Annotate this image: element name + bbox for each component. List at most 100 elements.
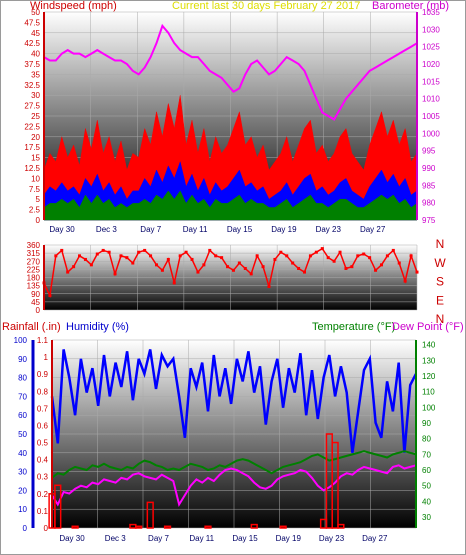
- wind-direction-point: [231, 268, 235, 272]
- rainfall-bar: [204, 525, 212, 529]
- wind-direction-point: [243, 266, 247, 270]
- rain-tick-label: 0: [44, 524, 49, 533]
- compass-label: S: [436, 275, 444, 289]
- dewpoint-series: [51, 464, 417, 508]
- wind-direction-point: [119, 254, 123, 258]
- panel3-x-axis: Day 30 Dec 3 Day 7 Day 11 Day 15 Day 19 Day 23…: [59, 534, 388, 543]
- humidity-tick-label: 30: [18, 468, 27, 477]
- temp-tick-label: 40: [422, 497, 431, 506]
- left-tick-label: 45: [31, 29, 40, 38]
- right-tick-label: 1000: [422, 129, 440, 138]
- left-tick-label: 32.5: [24, 81, 40, 90]
- left-tick-label: 10: [31, 174, 40, 183]
- wind-direction-point: [89, 263, 93, 267]
- right-tick-label: 990: [422, 164, 436, 173]
- rain-tick-label: 0.4: [37, 456, 49, 465]
- wind-direction-point: [220, 256, 224, 260]
- left-tick-label: 30: [31, 91, 40, 100]
- rainfall-axis-title: Rainfall (.in): [2, 321, 61, 333]
- x-tick-label: Day 27: [362, 534, 388, 543]
- wind-direction-point: [385, 254, 389, 258]
- wind-direction-point: [154, 263, 158, 267]
- rainfall-bar: [163, 525, 172, 529]
- temp-tick-label: 30: [422, 513, 431, 522]
- wind-direction-point: [314, 250, 318, 254]
- right-tick-label: 1020: [422, 60, 440, 69]
- wind-direction-point: [72, 265, 76, 269]
- barometer-axis-title: Barometer (mb): [372, 0, 449, 12]
- panel3-temp-axis: 30 40 50 60 70 80 90 100 110 120 130 140: [415, 340, 436, 528]
- x-tick-label: Day 7: [148, 534, 169, 543]
- wind-direction-point: [255, 254, 259, 258]
- humidity-tick-label: 80: [18, 374, 27, 383]
- compass-label: N: [436, 312, 445, 326]
- rain-tick-label: 0.7: [37, 404, 49, 413]
- wind-direction-point: [297, 266, 301, 270]
- wind-direction-point: [125, 256, 129, 260]
- wind-direction-point: [273, 257, 277, 261]
- right-tick-label: 980: [422, 199, 436, 208]
- temp-tick-label: 50: [422, 482, 431, 491]
- wind-direction-point: [368, 256, 372, 260]
- temp-tick-label: 60: [422, 466, 431, 475]
- right-tick-label: 1005: [422, 112, 440, 121]
- humidity-axis-title: Humidity (%): [66, 321, 129, 333]
- x-tick-label: Day 15: [232, 534, 258, 543]
- wind-direction-point: [409, 254, 413, 258]
- humidity-tick-label: 0: [23, 524, 28, 533]
- compass-label: N: [436, 237, 445, 251]
- wind-direction-point: [78, 254, 82, 258]
- rainfall-bar: [250, 523, 258, 529]
- rainfall-bar: [54, 484, 62, 529]
- x-tick-label: Day 11: [183, 225, 208, 234]
- left-tick-label: 50: [31, 8, 40, 17]
- humidity-tick-label: 20: [18, 486, 27, 495]
- wind-direction-point: [95, 252, 99, 256]
- humidity-tick-label: 100: [14, 336, 28, 345]
- direction-tick-label: 225: [27, 265, 41, 274]
- x-tick-label: Day 23: [319, 534, 345, 543]
- wind-direction-point: [101, 248, 105, 252]
- temp-tick-label: 120: [422, 372, 436, 381]
- direction-tick-label: 360: [27, 241, 41, 250]
- wind-direction-point: [160, 268, 164, 272]
- right-tick-label: 985: [422, 181, 436, 190]
- wind-direction-point: [208, 248, 212, 252]
- humidity-tick-label: 40: [18, 449, 27, 458]
- compass-label: W: [434, 256, 446, 270]
- humidity-series: [50, 349, 418, 453]
- direction-tick-label: 315: [27, 249, 41, 258]
- panel2-series: [42, 247, 419, 299]
- direction-tick-label: 135: [27, 282, 41, 291]
- rainfall-bar: [71, 525, 79, 529]
- wind-direction-point: [320, 247, 324, 251]
- rainfall-bar: [135, 525, 143, 529]
- rainfall-bar: [279, 525, 287, 529]
- wind-direction-point: [149, 254, 153, 258]
- wind-direction-point: [202, 263, 206, 267]
- humidity-tick-label: 50: [18, 430, 27, 439]
- right-tick-label: 1035: [422, 8, 440, 17]
- left-tick-label: 40: [31, 50, 40, 59]
- wind-direction-point: [391, 248, 395, 252]
- humidity-tick-label: 10: [18, 505, 27, 514]
- chart-title: Current last 30 days February 27 2017: [172, 0, 360, 12]
- direction-tick-label: 180: [27, 274, 41, 283]
- panel3-rain-axis: 0 0.1 0.2 0.3 0.4 0.5 0.6 0.7 0.8 0.9 1 1.1: [37, 336, 53, 533]
- wind-direction-point: [54, 254, 58, 258]
- temp-tick-label: 70: [422, 450, 431, 459]
- wind-direction-point: [303, 270, 307, 274]
- wind-direction-point: [66, 270, 70, 274]
- temp-tick-label: 100: [422, 403, 436, 412]
- left-tick-label: 27.5: [24, 102, 40, 111]
- x-tick-label: Day 15: [227, 225, 253, 234]
- wind-direction-point: [403, 279, 407, 283]
- rain-tick-label: 1: [44, 353, 49, 362]
- wind-direction-point: [137, 250, 141, 254]
- left-tick-label: 25: [31, 112, 40, 121]
- wind-direction-point: [172, 281, 176, 285]
- wind-direction-point: [326, 256, 330, 260]
- compass-label: E: [436, 293, 444, 307]
